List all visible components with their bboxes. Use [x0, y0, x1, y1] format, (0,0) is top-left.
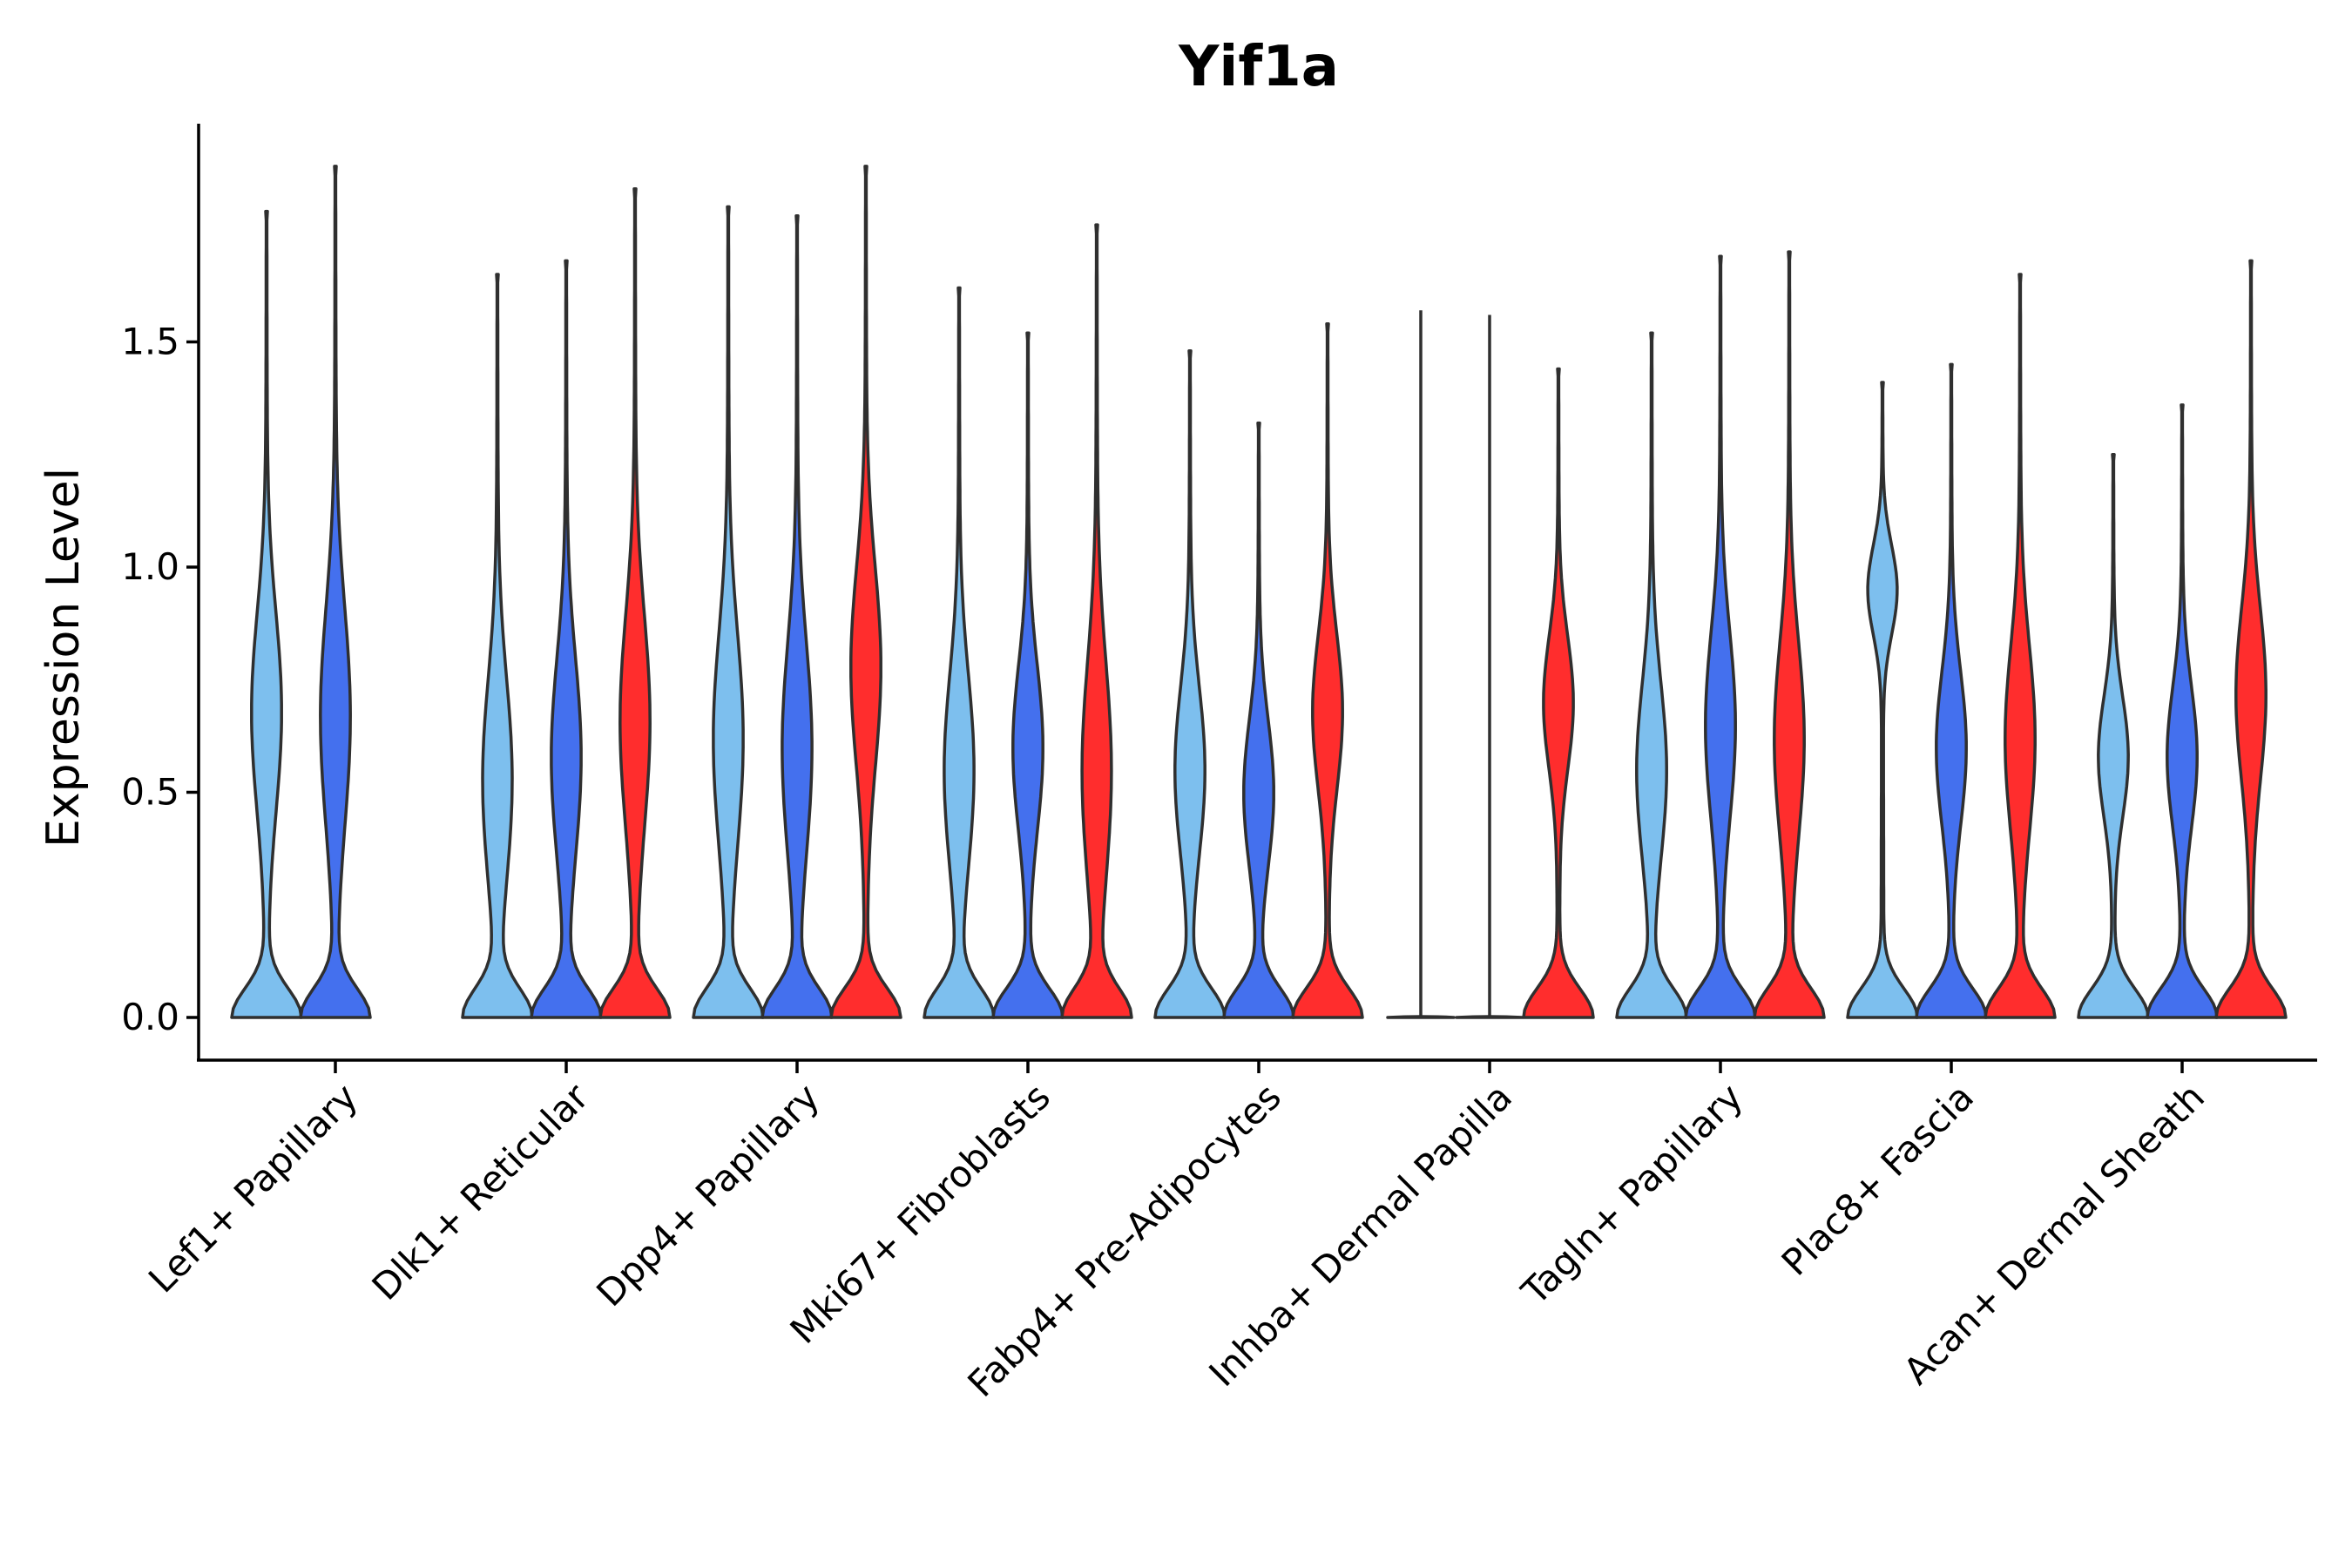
- violin-3: [1753, 250, 1826, 1019]
- violin-3: [1060, 223, 1133, 1019]
- violin-1: [461, 273, 534, 1019]
- violin-1: [1615, 331, 1688, 1019]
- y-tick-label: 0.0: [121, 996, 179, 1038]
- chart-title: Yif1a: [1178, 35, 1339, 99]
- x-tick-label: Dpp4+ Papillary: [588, 1075, 828, 1315]
- violin-1: [230, 209, 303, 1019]
- x-tick-label: Tagln+ Papillary: [1513, 1075, 1751, 1313]
- violin-2: [1684, 254, 1757, 1019]
- violin-3: [829, 165, 902, 1019]
- violin-2: [1915, 362, 1988, 1019]
- y-tick-label: 1.0: [121, 545, 179, 588]
- violin-2: [760, 213, 834, 1019]
- violin-2: [530, 259, 603, 1019]
- violin-3: [1522, 367, 1595, 1019]
- x-tick-label: Lef1+ Papillary: [140, 1075, 366, 1301]
- violin-1: [1846, 381, 1919, 1019]
- x-tick-label: Mki67+ Fibroblasts: [782, 1075, 1058, 1351]
- violin-1: [692, 205, 765, 1019]
- violin-1: [2077, 453, 2150, 1019]
- violin-3: [598, 186, 672, 1019]
- y-tick-label: 0.5: [121, 771, 179, 814]
- violin-2: [2146, 403, 2219, 1019]
- y-tick-label: 1.5: [121, 321, 179, 363]
- x-tick-label: Plac8+ Fascia: [1774, 1075, 1982, 1283]
- violins: [230, 165, 2288, 1019]
- violin-2: [1222, 421, 1295, 1019]
- y-ticks: 0.0 0.5 1.0 1.5: [121, 321, 199, 1038]
- x-tick-label: Dlk1+ Reticular: [364, 1075, 598, 1308]
- y-axis-label: Expression Level: [37, 468, 90, 848]
- violin-3: [1984, 273, 2057, 1019]
- violin-3: [2214, 259, 2288, 1019]
- violin-2: [299, 165, 372, 1019]
- violin-2: [991, 331, 1064, 1019]
- violin-1: [1153, 349, 1227, 1019]
- violin-3: [1291, 322, 1364, 1019]
- violin-1: [923, 286, 996, 1019]
